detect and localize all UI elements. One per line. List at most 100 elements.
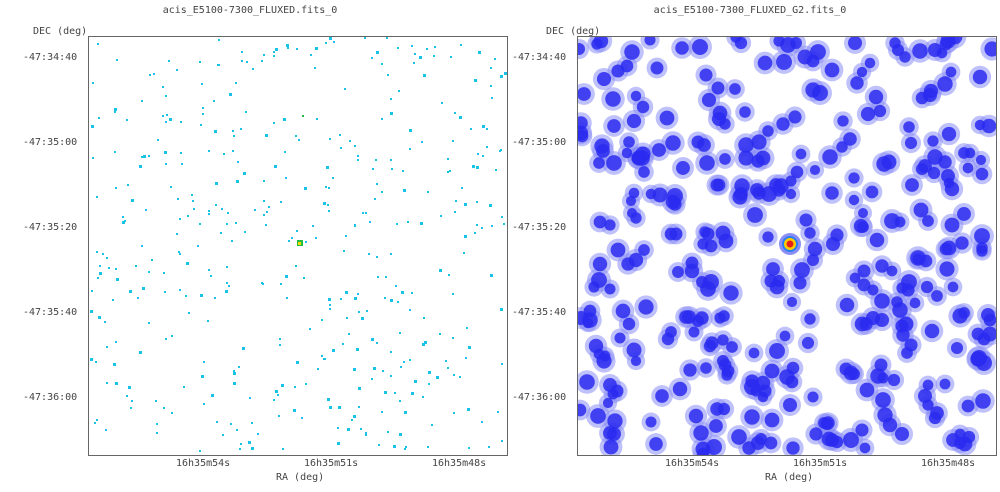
event-pixel — [405, 446, 407, 448]
event-pixel — [404, 448, 406, 450]
event-pixel — [139, 165, 142, 168]
event-pixel — [239, 448, 241, 450]
event-pixel — [384, 297, 386, 299]
event-pixel — [298, 139, 300, 141]
event-pixel — [365, 432, 367, 434]
smoothed-blob — [807, 241, 823, 257]
smoothed-blob — [927, 166, 941, 180]
event-pixel — [168, 60, 170, 62]
event-pixel — [376, 183, 378, 185]
event-pixel — [241, 60, 243, 62]
event-pixel — [340, 147, 342, 149]
event-pixel — [235, 82, 237, 84]
event-pixel — [295, 265, 297, 267]
event-pixel — [423, 317, 425, 319]
smoothed-blob — [579, 374, 595, 390]
event-pixel — [296, 48, 298, 50]
event-pixel — [333, 41, 335, 43]
event-pixel — [500, 75, 503, 78]
smoothed-blob — [874, 293, 890, 309]
event-pixel — [148, 271, 150, 273]
smoothed-blob — [782, 397, 798, 413]
event-pixel — [141, 100, 143, 102]
event-pixel — [357, 293, 359, 295]
smoothed-blob — [628, 187, 640, 199]
event-pixel — [414, 53, 416, 55]
event-pixel — [413, 62, 415, 64]
event-pixel — [373, 367, 376, 370]
event-pixel — [232, 130, 234, 132]
event-pixel — [232, 150, 234, 152]
event-pixel — [474, 232, 476, 234]
image-plot-area[interactable] — [577, 36, 997, 456]
smoothed-blob — [952, 308, 968, 324]
smoothed-blob — [701, 92, 717, 108]
event-pixel — [284, 151, 286, 153]
event-pixel — [486, 128, 488, 130]
event-pixel — [460, 44, 462, 46]
event-pixel — [183, 386, 185, 388]
event-pixel — [227, 212, 229, 214]
event-pixel — [131, 400, 133, 402]
smoothed-blob — [688, 408, 704, 424]
event-pixel — [419, 56, 422, 59]
event-pixel — [364, 37, 366, 39]
event-pixel — [113, 363, 116, 366]
event-pixel — [112, 299, 114, 301]
event-pixel — [478, 51, 481, 54]
smoothed-blob — [923, 83, 939, 99]
smoothed-blob — [696, 276, 708, 288]
y-tick: -47:35:20 — [23, 222, 78, 233]
event-pixel — [399, 433, 402, 436]
event-pixel — [368, 253, 370, 255]
smoothed-blob — [824, 62, 840, 78]
event-pixel — [106, 346, 108, 348]
event-pixel — [162, 115, 164, 117]
smoothed-blob — [630, 355, 642, 367]
event-pixel — [114, 108, 117, 111]
event-pixel — [91, 290, 93, 292]
event-pixel — [328, 187, 330, 189]
smoothed-blob — [692, 39, 708, 55]
event-pixel — [273, 55, 275, 57]
image-plot-area[interactable] — [88, 36, 508, 456]
event-pixel — [317, 368, 319, 370]
event-pixel — [403, 189, 406, 192]
event-pixel — [165, 121, 167, 123]
smoothed-blob — [857, 207, 869, 219]
event-pixel — [411, 292, 413, 294]
smoothed-blob — [764, 436, 778, 450]
smoothed-blob — [718, 358, 732, 372]
event-pixel — [181, 163, 183, 165]
smoothed-blob — [939, 242, 953, 256]
event-pixel — [165, 338, 167, 340]
event-pixel — [360, 428, 362, 430]
smoothed-blob — [624, 44, 640, 60]
event-pixel — [468, 346, 471, 349]
ra-axis-label: RA (deg) — [765, 472, 814, 483]
smoothed-blob — [961, 399, 975, 413]
event-pixel — [114, 151, 116, 153]
event-pixel — [180, 152, 182, 154]
smoothed-blob — [839, 297, 855, 313]
y-tick: -47:34:40 — [23, 52, 78, 63]
smoothed-blob — [830, 435, 844, 449]
smoothed-blob — [607, 413, 623, 429]
smoothed-blob — [603, 426, 617, 440]
event-pixel — [481, 227, 483, 229]
x-tick: 16h35m51s — [304, 458, 359, 469]
smoothed-blob — [706, 439, 722, 455]
smoothed-blob — [701, 227, 715, 241]
smoothed-blob — [625, 195, 637, 207]
smoothed-blob — [645, 416, 657, 428]
event-pixel — [137, 297, 139, 299]
smoothed-blob — [704, 239, 718, 253]
event-pixel — [155, 400, 157, 402]
event-pixel — [407, 221, 409, 223]
event-pixel — [243, 172, 246, 175]
event-pixel — [327, 204, 329, 206]
event-pixel — [274, 165, 277, 168]
event-pixel — [403, 361, 405, 363]
smoothed-blob — [867, 284, 879, 296]
smoothed-blob — [652, 187, 668, 203]
